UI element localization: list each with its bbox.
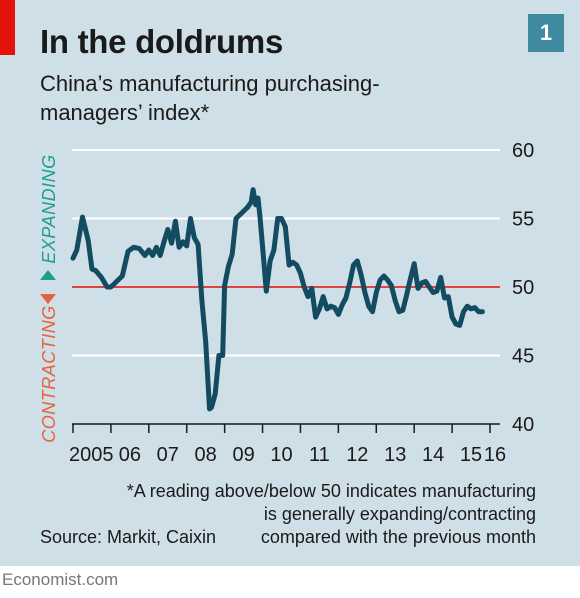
y-tick-label-50: 50 xyxy=(512,277,534,299)
x-axis: 2005 06 07 08 09 10 11 12 13 14 15 16 xyxy=(69,423,506,466)
expanding-label: EXPANDING xyxy=(39,154,59,263)
series-line-0 xyxy=(70,187,485,412)
series-group xyxy=(70,187,485,412)
chart-panel xyxy=(0,0,580,566)
chart-subtitle: China’s manufacturing purchasing- manage… xyxy=(40,69,380,127)
pmi-line-chart: 40 45 50 55 60 2005 06 07 08 09 10 11 12 13 14 15 16 EX… xyxy=(39,140,534,466)
subtitle-line-2: managers’ index* xyxy=(40,100,210,125)
x-tick-label-12: 12 xyxy=(346,444,368,466)
source-note: Source: Markit, Caixin xyxy=(40,527,217,547)
x-tick-label-15: 15 xyxy=(460,444,482,466)
y-axis-labels: 40 45 50 55 60 xyxy=(512,140,534,436)
subtitle-line-1: China’s manufacturing purchasing- xyxy=(40,71,380,96)
x-tick-label-16: 16 xyxy=(484,444,506,466)
y-tick-label-40: 40 xyxy=(512,414,534,436)
gridlines xyxy=(72,149,500,357)
y-tick-label-45: 45 xyxy=(512,346,534,368)
chart-number-badge: 1 xyxy=(528,14,564,52)
x-tick-label-10: 10 xyxy=(270,444,292,466)
footnote-line-1: *A reading above/below 50 indicates manu… xyxy=(126,481,536,501)
y-tick-label-60: 60 xyxy=(512,140,534,162)
x-tick-label-2005: 2005 xyxy=(69,444,114,466)
chart-title: In the doldrums xyxy=(40,23,284,60)
brand-watermark: Economist.com xyxy=(2,570,119,589)
x-tick-label-08: 08 xyxy=(195,444,217,466)
contracting-arrow-icon xyxy=(40,294,56,304)
expanding-contracting-labels: EXPANDING CONTRACTING xyxy=(39,154,59,442)
accent-tag xyxy=(0,0,15,55)
x-tick-label-14: 14 xyxy=(422,444,444,466)
x-tick-label-06: 06 xyxy=(119,444,141,466)
x-tick-label-07: 07 xyxy=(157,444,179,466)
footnote-line-2: is generally expanding/contracting xyxy=(263,504,536,524)
x-tick-label-13: 13 xyxy=(384,444,406,466)
x-tick-label-09: 09 xyxy=(232,444,254,466)
y-tick-label-55: 55 xyxy=(512,209,534,231)
expanding-arrow-icon xyxy=(40,270,56,280)
footnote-line-3: compared with the previous month xyxy=(260,527,536,547)
contracting-label: CONTRACTING xyxy=(39,305,59,443)
x-tick-label-11: 11 xyxy=(309,444,330,466)
